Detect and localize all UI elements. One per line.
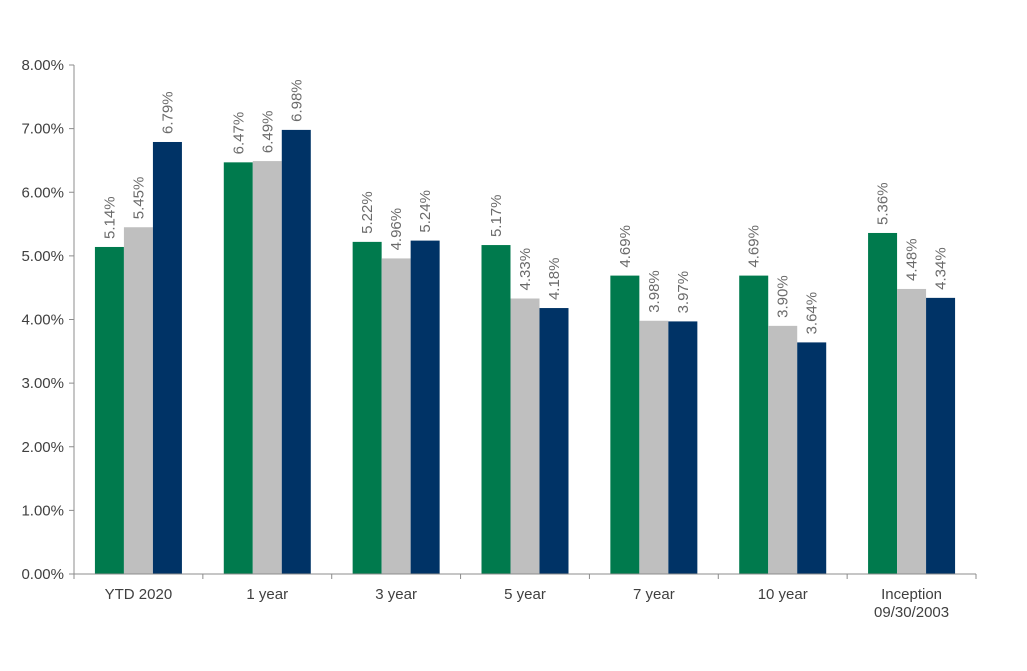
bar	[768, 325, 798, 574]
y-tick-label: 7.00%	[21, 121, 64, 138]
x-category-label: 09/30/2003	[874, 604, 949, 621]
data-label: 6.79%	[159, 91, 176, 134]
data-label: 4.18%	[546, 258, 563, 301]
x-axis-labels: YTD 2020 1 year 3 year 5 year 7 year 10 year I…	[105, 586, 949, 621]
bar	[926, 297, 956, 574]
bar	[739, 275, 769, 574]
y-tick-label: 4.00%	[21, 312, 64, 329]
data-label: 3.90%	[775, 275, 792, 318]
y-tick-label: 1.00%	[21, 502, 64, 519]
bar	[123, 227, 153, 574]
data-label: 5.14%	[101, 196, 118, 239]
bar	[797, 342, 827, 574]
bar	[539, 308, 569, 574]
data-label: 5.17%	[488, 195, 505, 238]
data-labels: 5.14% 5.45% 6.79% 6.47% 6.49% 6.98% 5.22% 4.96%…	[101, 79, 949, 334]
bar	[868, 232, 898, 574]
data-label: 5.24%	[417, 190, 434, 233]
y-axis-ticks: 0.00% 1.00% 2.00% 3.00% 4.00% 5.00% 6.00% 7.00%…	[21, 57, 74, 583]
data-label: 4.33%	[517, 248, 534, 291]
bar	[610, 275, 640, 574]
x-axis-tick-marks	[73, 574, 977, 579]
bar	[510, 298, 540, 574]
x-category-label: Inception	[881, 586, 942, 603]
y-tick-label: 0.00%	[21, 566, 64, 583]
bar	[94, 246, 124, 574]
y-tick-label: 6.00%	[21, 184, 64, 201]
bar	[381, 258, 411, 574]
y-tick-label: 3.00%	[21, 375, 64, 392]
data-label: 6.49%	[259, 111, 276, 154]
x-category-label: 7 year	[633, 586, 675, 603]
data-label: 3.97%	[675, 271, 692, 314]
bar	[410, 240, 440, 575]
bar	[897, 288, 927, 574]
bar	[639, 320, 669, 574]
x-category-label: 5 year	[504, 586, 546, 603]
x-category-label: 3 year	[375, 586, 417, 603]
data-label: 3.98%	[646, 270, 663, 313]
data-label: 6.47%	[230, 112, 247, 155]
bar	[152, 141, 182, 574]
data-label: 4.34%	[933, 247, 950, 290]
data-label: 6.98%	[288, 79, 305, 122]
data-label: 5.45%	[130, 177, 147, 220]
bar	[223, 162, 253, 574]
y-tick-label: 2.00%	[21, 439, 64, 456]
data-label: 5.22%	[359, 191, 376, 234]
data-label: 5.36%	[875, 182, 892, 225]
data-label: 4.96%	[388, 208, 405, 251]
bar	[668, 321, 698, 574]
data-label: 4.48%	[904, 238, 921, 281]
x-category-label: 10 year	[758, 586, 808, 603]
bars	[94, 129, 956, 575]
y-tick-label: 5.00%	[21, 248, 64, 265]
bar	[352, 241, 382, 574]
y-tick-label: 8.00%	[21, 57, 64, 74]
data-label: 3.64%	[804, 292, 821, 335]
x-category-label: YTD 2020	[105, 586, 173, 603]
bar	[281, 129, 311, 574]
bar	[481, 245, 511, 574]
bar	[252, 161, 282, 575]
data-label: 4.69%	[746, 225, 763, 268]
data-label: 4.69%	[617, 225, 634, 268]
x-category-label: 1 year	[246, 586, 288, 603]
